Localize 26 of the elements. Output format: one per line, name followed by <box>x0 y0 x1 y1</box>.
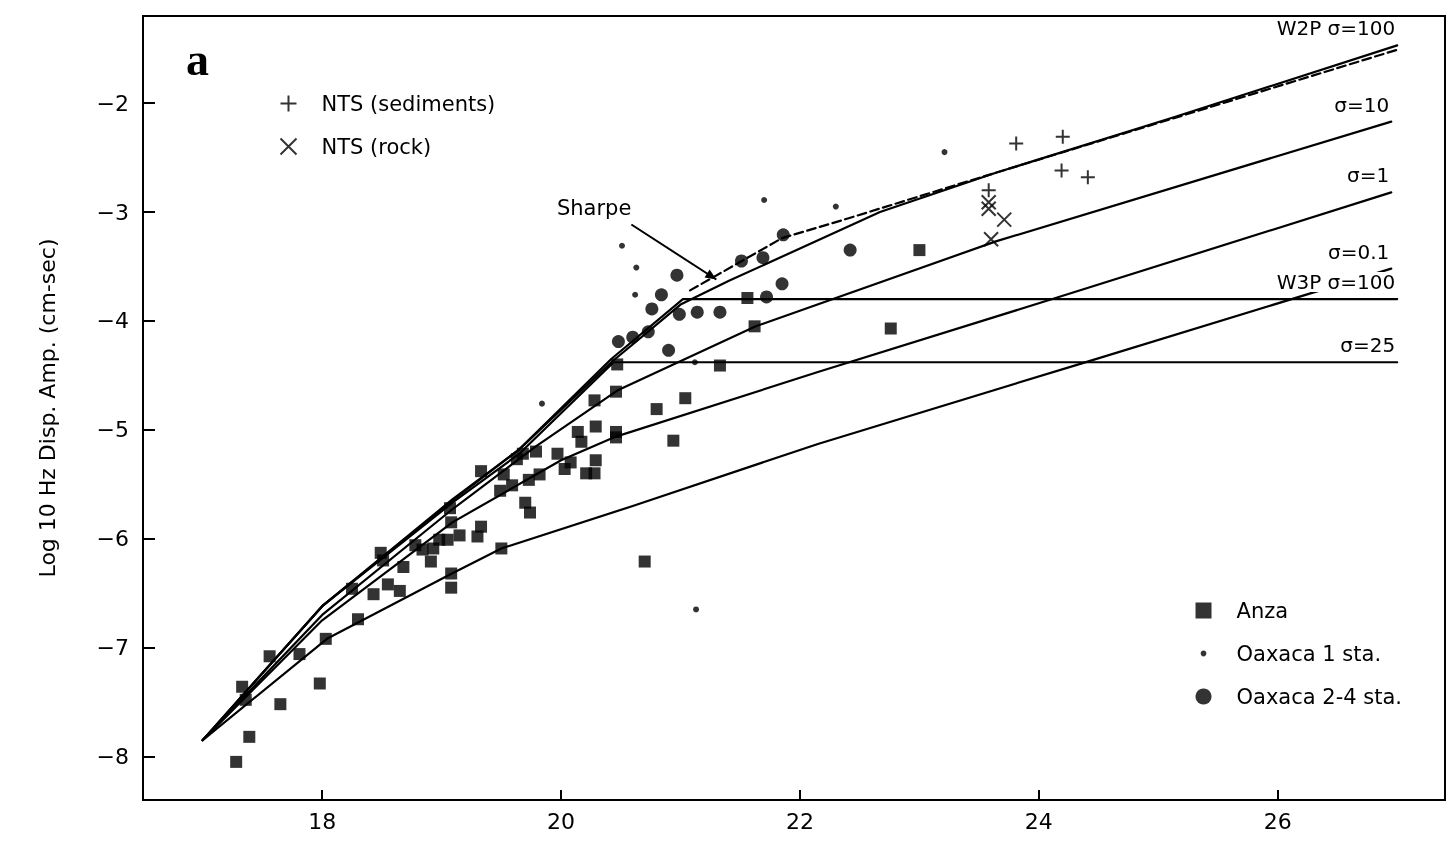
y-tick-label: −2 <box>96 90 129 116</box>
x-tick-label: 18 <box>308 808 337 834</box>
y-tick-label: −3 <box>96 199 129 225</box>
y-tick-label: −4 <box>96 308 129 334</box>
legend-label: NTS (sediments) <box>321 91 496 116</box>
annotation: Sharpe <box>556 196 632 221</box>
y-axis-title: Log 10 Hz Disp. Amp. (cm-sec) <box>34 238 60 578</box>
y-tick-label: −7 <box>96 635 129 661</box>
series-label: W2P σ=100 <box>1276 16 1396 41</box>
x-tick-label: 22 <box>785 808 814 834</box>
series-label: σ=25 <box>1340 333 1396 358</box>
y-tick-label: −6 <box>96 526 129 552</box>
legend-label: Oaxaca 1 sta. <box>1236 641 1382 666</box>
x-tick-label: 24 <box>1024 808 1053 834</box>
x-tick-label: 26 <box>1263 808 1292 834</box>
y-tick-label: −5 <box>96 417 129 443</box>
legend-label: Anza <box>1236 598 1289 623</box>
series-label: σ=0.1 <box>1328 239 1390 264</box>
series-label: W3P σ=100 <box>1276 270 1396 295</box>
legend-label: Oaxaca 2-4 sta. <box>1236 684 1403 709</box>
y-tick-label: −8 <box>96 743 129 769</box>
annotation: a <box>186 33 209 85</box>
series-label: σ=10 <box>1334 92 1390 117</box>
legend-label: NTS (rock) <box>321 134 432 159</box>
series-label: σ=1 <box>1347 163 1390 188</box>
x-tick-label: 20 <box>547 808 576 834</box>
